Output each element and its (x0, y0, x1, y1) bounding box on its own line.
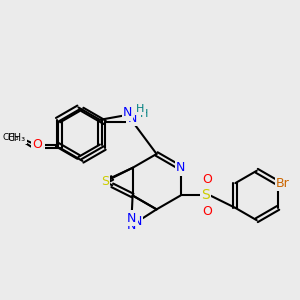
Text: S: S (201, 188, 210, 203)
Text: O: O (202, 205, 212, 218)
Text: S: S (101, 175, 109, 188)
Text: N: N (123, 106, 132, 119)
Text: O: O (33, 142, 43, 154)
Text: N: N (133, 215, 142, 228)
Text: S: S (99, 175, 107, 188)
Text: Br: Br (276, 177, 290, 190)
Text: N: N (127, 212, 136, 225)
Text: N: N (176, 161, 185, 174)
Text: N: N (127, 219, 136, 232)
Text: CH₃: CH₃ (3, 133, 20, 142)
Text: CH₃: CH₃ (8, 133, 26, 143)
Text: O: O (202, 173, 212, 186)
Text: O: O (32, 138, 42, 151)
Text: N: N (128, 112, 137, 125)
Text: H: H (136, 104, 145, 114)
Text: H: H (140, 110, 148, 119)
